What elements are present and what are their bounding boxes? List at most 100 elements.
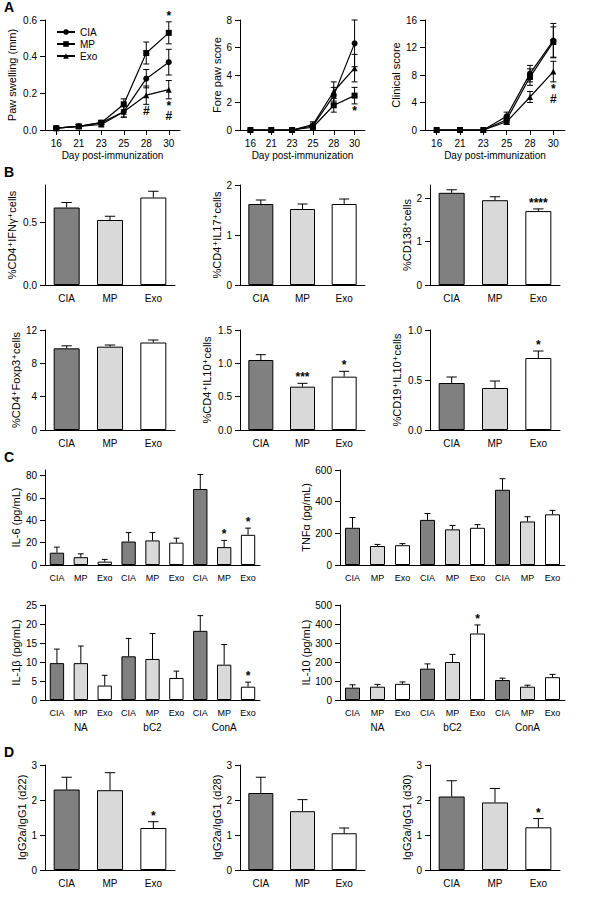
svg-text:6: 6 [226, 42, 232, 53]
svg-text:Exo: Exo [145, 878, 163, 889]
svg-text:%CD4⁺IFNγ⁺cells: %CD4⁺IFNγ⁺cells [6, 190, 18, 279]
svg-text:*: * [352, 104, 357, 118]
svg-text:IL-1β (pg/mL): IL-1β (pg/mL) [10, 619, 22, 685]
svg-text:5: 5 [31, 676, 37, 687]
svg-text:IgG2a/IgG1 (d22): IgG2a/IgG1 (d22) [16, 775, 28, 861]
svg-text:MP: MP [521, 573, 535, 583]
svg-text:%CD19⁺IL10⁺cells: %CD19⁺IL10⁺cells [391, 333, 403, 426]
svg-text:C: C [4, 449, 14, 465]
svg-text:0: 0 [226, 865, 232, 876]
svg-text:*: * [536, 338, 541, 352]
svg-text:MP: MP [80, 39, 95, 50]
svg-text:Exo: Exo [240, 708, 256, 718]
svg-text:2: 2 [226, 97, 232, 108]
svg-text:MP: MP [446, 573, 460, 583]
svg-text:30: 30 [548, 138, 560, 149]
svg-text:CIA: CIA [58, 293, 75, 304]
svg-text:12: 12 [406, 42, 418, 53]
svg-text:0: 0 [31, 695, 37, 706]
svg-text:12: 12 [26, 325, 38, 336]
svg-text:4: 4 [31, 391, 37, 402]
svg-text:Day post-immunization: Day post-immunization [444, 150, 546, 161]
svg-text:CIA: CIA [252, 438, 269, 449]
svg-text:1.0: 1.0 [218, 358, 232, 369]
svg-text:1: 1 [226, 230, 232, 241]
svg-text:1: 1 [416, 236, 422, 247]
svg-text:CIA: CIA [420, 573, 435, 583]
svg-text:1: 1 [226, 830, 232, 841]
svg-text:#: # [550, 92, 557, 106]
svg-text:CIA: CIA [252, 293, 269, 304]
svg-text:*: * [246, 515, 251, 529]
svg-text:MP: MP [488, 438, 503, 449]
svg-text:bC2: bC2 [143, 722, 162, 733]
svg-text:16: 16 [51, 138, 63, 149]
svg-text:60: 60 [26, 492, 38, 503]
svg-text:CIA: CIA [443, 293, 460, 304]
svg-text:IL-10 (pg/mL): IL-10 (pg/mL) [300, 619, 312, 685]
svg-text:2: 2 [416, 193, 422, 204]
svg-text:8: 8 [411, 70, 417, 81]
svg-text:0.0: 0.0 [408, 425, 422, 436]
svg-text:Day post-immunization: Day post-immunization [252, 150, 354, 161]
svg-text:NA: NA [371, 722, 385, 733]
svg-text:*: * [536, 806, 541, 820]
svg-text:CIA: CIA [495, 708, 510, 718]
svg-text:100: 100 [315, 676, 332, 687]
svg-text:***: *** [295, 370, 309, 384]
svg-text:A: A [4, 0, 14, 15]
svg-text:0: 0 [416, 865, 422, 876]
svg-text:0.0: 0.0 [23, 280, 37, 291]
svg-text:1.5: 1.5 [218, 325, 232, 336]
svg-text:80: 80 [26, 470, 38, 481]
svg-text:MP: MP [295, 438, 310, 449]
svg-text:0: 0 [326, 695, 332, 706]
svg-text:8: 8 [31, 358, 37, 369]
svg-text:Exo: Exo [336, 878, 354, 889]
svg-text:MP: MP [74, 708, 88, 718]
svg-text:20: 20 [26, 537, 38, 548]
svg-text:200: 200 [315, 528, 332, 539]
svg-text:3: 3 [226, 760, 232, 771]
svg-text:25: 25 [26, 600, 38, 611]
svg-text:0: 0 [31, 560, 37, 571]
svg-text:MP: MP [521, 708, 535, 718]
svg-text:*: * [246, 669, 251, 683]
svg-text:4: 4 [411, 97, 417, 108]
svg-text:Exo: Exo [470, 573, 486, 583]
svg-text:0.0: 0.0 [23, 125, 37, 136]
svg-text:MP: MP [146, 573, 160, 583]
svg-text:Exo: Exo [97, 573, 113, 583]
svg-text:25: 25 [307, 138, 319, 149]
svg-text:#: # [165, 109, 172, 123]
svg-text:30: 30 [163, 138, 175, 149]
svg-text:Exo: Exo [97, 708, 113, 718]
svg-text:Exo: Exo [336, 293, 354, 304]
svg-text:*: * [166, 9, 171, 23]
svg-text:600: 600 [315, 465, 332, 476]
svg-text:25: 25 [501, 138, 513, 149]
svg-text:CIA: CIA [49, 573, 64, 583]
svg-text:300: 300 [315, 638, 332, 649]
svg-text:%CD4⁺IL17⁺cells: %CD4⁺IL17⁺cells [211, 191, 223, 278]
svg-text:23: 23 [96, 138, 108, 149]
svg-text:CIA: CIA [252, 878, 269, 889]
svg-text:%CD4⁺Foxp3⁺cells: %CD4⁺Foxp3⁺cells [10, 332, 22, 428]
svg-text:1: 1 [31, 830, 37, 841]
svg-text:25: 25 [118, 138, 130, 149]
svg-text:0.5: 0.5 [23, 217, 37, 228]
svg-text:#: # [143, 104, 150, 118]
svg-text:16: 16 [406, 15, 418, 26]
svg-text:0: 0 [226, 280, 232, 291]
svg-text:2: 2 [226, 795, 232, 806]
svg-text:Clinical score: Clinical score [390, 42, 402, 107]
svg-text:MP: MP [74, 573, 88, 583]
svg-text:21: 21 [73, 138, 85, 149]
svg-text:MP: MP [446, 708, 460, 718]
svg-text:CIA: CIA [420, 708, 435, 718]
svg-text:Fore paw score: Fore paw score [211, 37, 223, 113]
svg-text:****: **** [529, 196, 548, 210]
svg-text:MP: MP [295, 878, 310, 889]
svg-text:*: * [222, 527, 227, 541]
svg-text:4: 4 [226, 70, 232, 81]
